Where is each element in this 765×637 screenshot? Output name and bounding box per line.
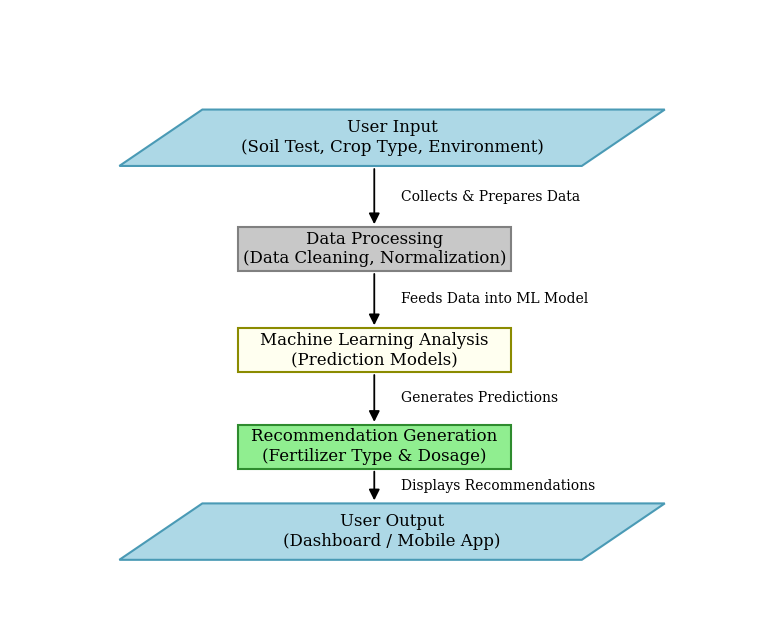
Polygon shape bbox=[119, 110, 665, 166]
Text: Feeds Data into ML Model: Feeds Data into ML Model bbox=[401, 292, 588, 306]
Text: User Input
(Soil Test, Crop Type, Environment): User Input (Soil Test, Crop Type, Enviro… bbox=[241, 120, 543, 156]
Bar bbox=[238, 425, 510, 469]
Text: Data Processing
(Data Cleaning, Normalization): Data Processing (Data Cleaning, Normaliz… bbox=[243, 231, 506, 268]
Text: Collects & Prepares Data: Collects & Prepares Data bbox=[401, 190, 580, 204]
Text: User Output
(Dashboard / Mobile App): User Output (Dashboard / Mobile App) bbox=[283, 513, 501, 550]
Text: Generates Predictions: Generates Predictions bbox=[401, 391, 558, 405]
Bar bbox=[238, 328, 510, 372]
Bar bbox=[238, 227, 510, 271]
Text: Recommendation Generation
(Fertilizer Type & Dosage): Recommendation Generation (Fertilizer Ty… bbox=[251, 429, 497, 465]
Text: Displays Recommendations: Displays Recommendations bbox=[401, 479, 595, 493]
Text: Machine Learning Analysis
(Prediction Models): Machine Learning Analysis (Prediction Mo… bbox=[260, 332, 489, 368]
Polygon shape bbox=[119, 503, 665, 560]
